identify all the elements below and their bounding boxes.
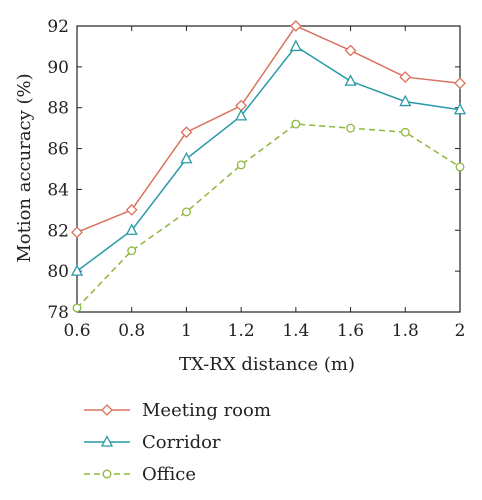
- legend: Meeting room Corridor Office: [84, 400, 271, 485]
- x-tick-label: 1.4: [282, 321, 309, 341]
- y-tick-label: 84: [47, 180, 69, 200]
- y-tick-label: 90: [47, 58, 69, 78]
- data-point-corridor: [125, 223, 138, 235]
- legend-label-corridor: Corridor: [142, 432, 221, 453]
- y-tick-label: 86: [47, 140, 69, 160]
- x-tick-label: 0.8: [118, 321, 145, 341]
- data-point-meeting-room: [399, 71, 412, 83]
- x-tick-label: 1.8: [392, 321, 419, 341]
- plot-frame: [76, 25, 461, 313]
- legend-label-meeting-room: Meeting room: [142, 400, 271, 421]
- series-line-corridor: [76, 45, 461, 272]
- data-point-office: [236, 160, 246, 170]
- legend-marker-meeting-room: [101, 404, 113, 416]
- x-tick-label: 2: [455, 321, 466, 341]
- legend-label-office: Office: [142, 464, 196, 485]
- data-point-office: [127, 246, 137, 256]
- legend-marker-corridor: [100, 435, 114, 447]
- y-tick-label: 80: [47, 262, 69, 282]
- data-point-office: [346, 123, 356, 133]
- y-tick-label: 78: [47, 303, 69, 323]
- y-tick-label: 82: [47, 221, 69, 241]
- data-point-office: [291, 119, 301, 129]
- data-point-corridor: [289, 39, 302, 52]
- data-point-corridor: [399, 94, 412, 107]
- data-point-meeting-room: [125, 203, 138, 216]
- data-point-corridor: [344, 74, 357, 86]
- data-point-meeting-room: [344, 44, 357, 57]
- data-point-office: [455, 162, 465, 172]
- data-point-meeting-room: [180, 126, 193, 139]
- data-point-office: [400, 127, 410, 137]
- data-point-meeting-room: [289, 20, 302, 32]
- data-point-corridor: [235, 108, 248, 121]
- y-tick-label: 92: [47, 17, 69, 37]
- data-point-meeting-room: [454, 77, 466, 90]
- data-point-office: [72, 303, 82, 313]
- x-axis-label: TX-RX distance (m): [179, 354, 355, 375]
- data-point-corridor: [70, 264, 84, 276]
- data-point-meeting-room: [71, 226, 83, 239]
- y-tick-label: 88: [47, 99, 69, 119]
- x-tick-label: 1: [181, 321, 192, 341]
- data-point-corridor: [453, 102, 467, 115]
- y-axis-label: Motion accuracy (%): [14, 73, 35, 262]
- data-point-office: [181, 207, 191, 217]
- legend-marker-office: [102, 469, 112, 479]
- x-tick-label: 1.2: [228, 321, 255, 341]
- series-line-office: [76, 123, 461, 309]
- x-tick-label: 0.6: [63, 321, 90, 341]
- data-point-corridor: [180, 151, 193, 164]
- series-line-meeting-room: [76, 25, 461, 234]
- x-tick-label: 1.6: [337, 321, 364, 341]
